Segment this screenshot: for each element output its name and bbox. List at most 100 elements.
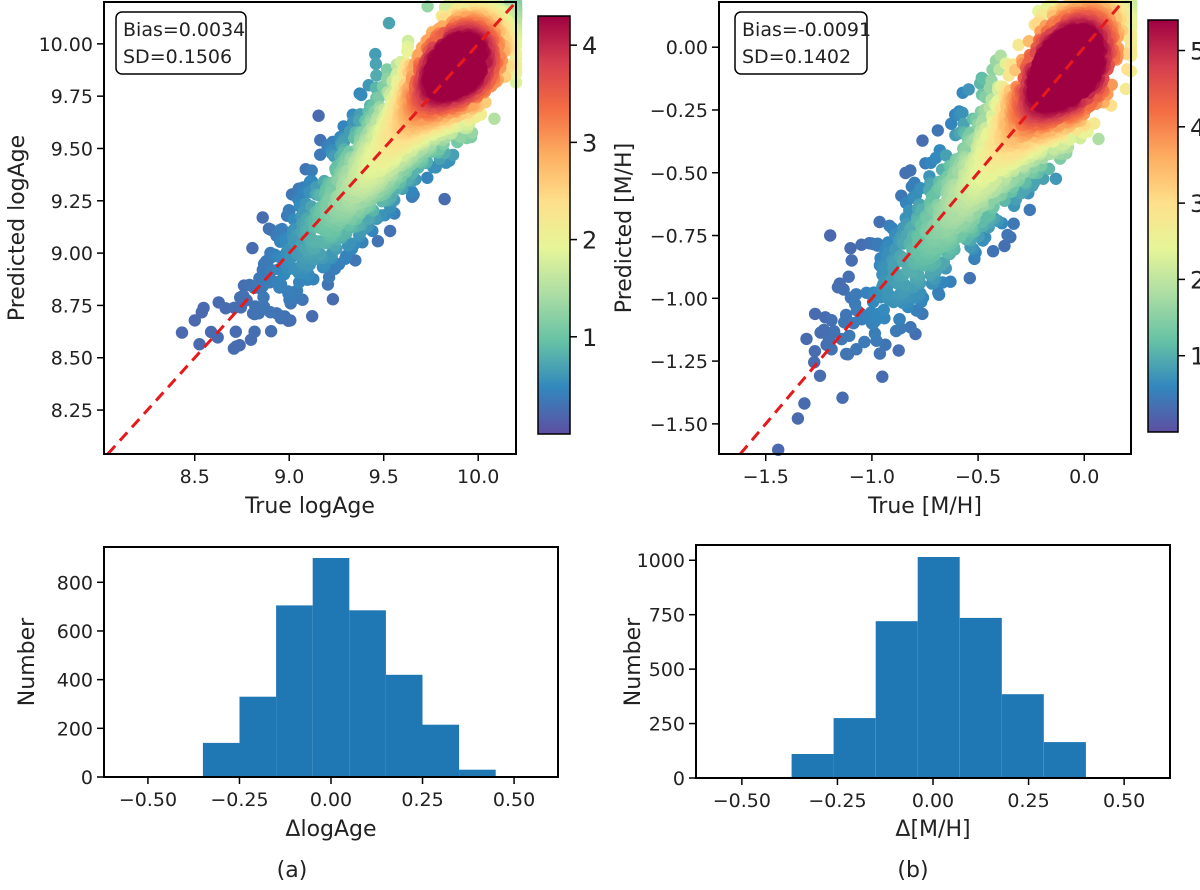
data-point	[845, 254, 858, 267]
data-point	[850, 288, 863, 301]
stats-box: Bias=0.0034 SD=0.1506	[115, 11, 247, 75]
y-axis-label: Predicted logAge	[5, 135, 30, 321]
y-tick-label: 9.75	[51, 86, 93, 108]
data-point	[439, 84, 452, 98]
data-point	[889, 324, 903, 338]
colorbar-frame	[1147, 19, 1179, 433]
x-tick-label: −1.0	[849, 466, 895, 488]
data-point	[837, 283, 850, 296]
data-point	[197, 301, 210, 315]
data-point	[1028, 89, 1041, 103]
x-tick-label: 0.50	[1103, 790, 1145, 812]
data-point	[916, 134, 929, 147]
colorbar-tick-label: 2	[582, 227, 597, 255]
sd-text: SD=0.1506	[123, 46, 232, 68]
data-point	[1030, 63, 1043, 77]
x-tick-label: 8.5	[180, 466, 210, 488]
data-point	[211, 331, 224, 344]
data-point	[274, 278, 288, 291]
data-point	[488, 112, 501, 126]
x-tick-label: −0.25	[210, 789, 268, 811]
x-tick-label: 0.50	[493, 789, 535, 811]
y-tick-label: 1000	[637, 550, 685, 572]
stats-box: Bias=-0.0091 SD=0.1402	[734, 11, 871, 75]
data-point	[877, 303, 890, 317]
data-point	[370, 69, 383, 82]
data-point	[1041, 97, 1054, 111]
data-point	[1119, 82, 1133, 96]
x-axis: 8.5 9.0 9.5 10.0	[180, 454, 499, 488]
colorbar-tick-label: 1	[1190, 343, 1200, 371]
x-tick-label: 0.25	[1007, 790, 1049, 812]
panel-a-scatter: 8.5 9.0 9.5 10.0 8.258.508.759.009.259.509.…	[5, 0, 523, 519]
data-point	[929, 151, 943, 165]
histogram-bar	[1043, 742, 1086, 778]
data-point	[962, 83, 975, 96]
x-tick-label: 0.0	[1069, 466, 1099, 488]
y-axis-label: Number	[621, 617, 646, 706]
y-tick-label: 200	[57, 718, 93, 740]
y-tick-label: 8.25	[51, 400, 93, 422]
data-point	[305, 164, 318, 177]
x-axis-label: True [M/H]	[867, 494, 982, 519]
histogram-bar	[349, 610, 386, 777]
y-tick-label: −0.75	[650, 226, 708, 248]
y-tick-label: −0.50	[650, 163, 708, 185]
bias-text: Bias=-0.0091	[742, 19, 871, 41]
data-point	[233, 339, 246, 352]
y-tick-label: 500	[649, 659, 685, 681]
y-tick-label: 10.00	[39, 34, 93, 56]
data-point	[229, 325, 242, 338]
data-point	[380, 63, 394, 76]
data-point	[893, 313, 906, 326]
data-point	[369, 57, 383, 71]
stats-box-frame	[734, 11, 868, 75]
stats-box-frame	[115, 11, 247, 75]
y-tick-label: 9.25	[51, 191, 93, 213]
x-tick-label: 9.0	[274, 466, 304, 488]
histogram-bar	[833, 718, 876, 778]
data-point	[306, 310, 319, 323]
data-point	[1012, 38, 1025, 52]
histogram-bars	[791, 557, 1086, 778]
histogram-bar	[459, 769, 496, 777]
sd-text: SD=0.1402	[742, 46, 851, 68]
data-point	[421, 171, 434, 184]
data-point	[808, 345, 822, 358]
histogram-bar	[791, 754, 834, 778]
data-point	[188, 314, 201, 327]
data-point	[460, 32, 473, 45]
data-point	[401, 45, 414, 58]
data-point	[772, 443, 785, 456]
y-tick-label: 600	[57, 621, 93, 643]
data-point	[312, 109, 325, 122]
colorbar-tick-label: 1	[582, 324, 597, 352]
data-point	[808, 356, 821, 369]
colorbar-tick-label: 2	[1190, 266, 1200, 294]
data-point	[839, 308, 853, 322]
y-tick-label: 400	[57, 670, 93, 692]
data-point	[438, 192, 451, 206]
data-point	[998, 239, 1011, 253]
identity-line	[106, 0, 518, 456]
x-tick-label: 0.25	[401, 789, 443, 811]
data-point	[448, 35, 461, 48]
data-point	[249, 300, 262, 313]
data-point	[257, 291, 270, 304]
data-point	[817, 323, 831, 337]
data-point	[904, 164, 917, 177]
histogram-bar	[422, 724, 460, 777]
data-point	[892, 344, 905, 357]
x-axis: −0.50 −0.25 0.00 0.25 0.50	[713, 778, 1145, 812]
x-axis-label: ΔlogAge	[285, 817, 376, 842]
data-point	[1067, 76, 1080, 89]
x-axis-label: True logAge	[244, 494, 375, 519]
x-tick-label: 0.00	[310, 789, 352, 811]
scatter-points	[772, 0, 1138, 456]
